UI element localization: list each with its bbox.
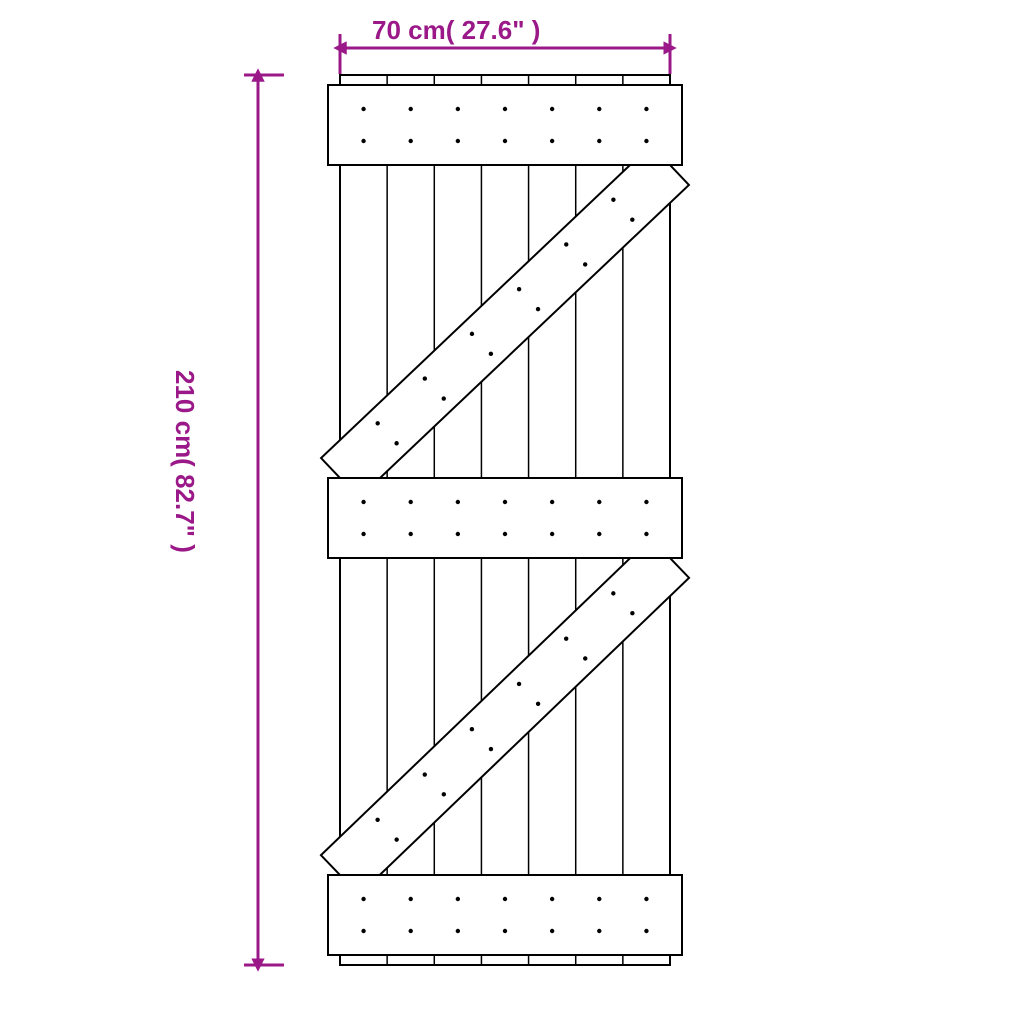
width-dimension-label: 70 cm( 27.6" ) xyxy=(372,15,540,46)
diagram-container: 70 cm( 27.6" ) 210 cm( 82.7" ) xyxy=(0,0,1024,1024)
diagram-svg xyxy=(0,0,1024,1024)
height-dimension-label: 210 cm( 82.7" ) xyxy=(169,370,200,553)
